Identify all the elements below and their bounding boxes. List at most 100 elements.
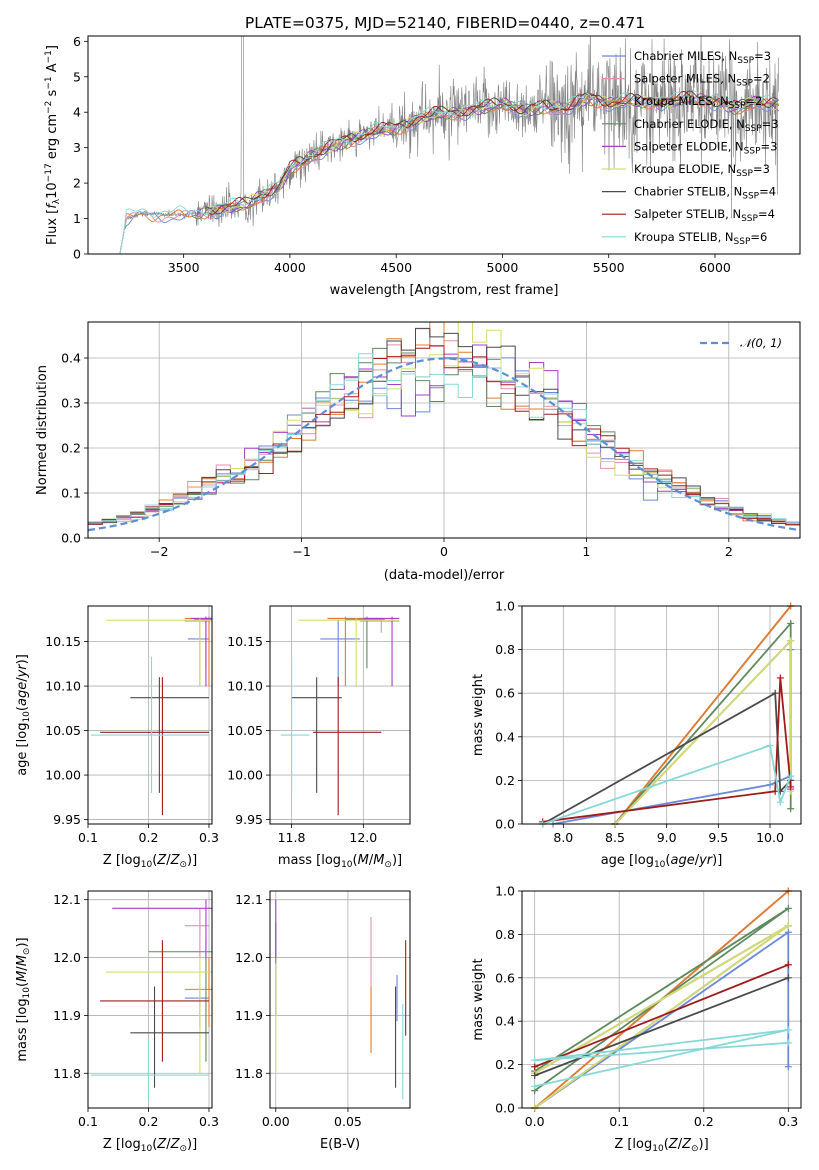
y-tick-label: 6 bbox=[73, 34, 81, 49]
x-tick-label: −2 bbox=[150, 544, 168, 559]
panel-mass_vs_EBV: 0.00 0.05 11.8 11.9 12.0 12.1 E(B-V) bbox=[235, 890, 411, 1152]
x-tick-label: 12.0 bbox=[349, 830, 377, 845]
panel-weight_vs_age: 8.0 8.5 9.0 9.5 10.0 0.0 0.2 0.4 0.6 0.8 1.0 age [l… bbox=[471, 599, 802, 870]
x-tick-label: 0 bbox=[440, 544, 448, 559]
legend-label: Chabrier ELODIE, NSSP=3 bbox=[634, 117, 779, 134]
y-tick-label: 10.10 bbox=[227, 679, 263, 694]
weight-marker bbox=[776, 798, 784, 806]
weight-marker bbox=[531, 1071, 539, 1079]
weight-line bbox=[534, 924, 789, 1108]
legend-label: 𝒩(0, 1) bbox=[740, 336, 782, 350]
spectrum-model-line bbox=[196, 93, 780, 216]
y-tick-label: 11.8 bbox=[235, 1066, 263, 1081]
weight-marker bbox=[766, 781, 774, 789]
x-tick-label: 0.2 bbox=[139, 830, 159, 845]
y-tick-label: 0 bbox=[73, 247, 81, 262]
histogram-line bbox=[88, 345, 800, 538]
axes-frame bbox=[87, 35, 801, 255]
weight-marker bbox=[784, 974, 792, 982]
weight-marker bbox=[787, 805, 795, 813]
y-tick-label: 0.4 bbox=[495, 1014, 515, 1029]
x-tick-label: 0.05 bbox=[334, 1114, 362, 1129]
x-tick-label: 0.3 bbox=[199, 1114, 219, 1129]
y-tick-label: 1.0 bbox=[495, 599, 515, 614]
weight-marker bbox=[784, 1026, 792, 1034]
x-tick-label: 0.0 bbox=[525, 1114, 545, 1129]
y-tick-label: 12.0 bbox=[235, 950, 263, 965]
y-tick-label: 10.15 bbox=[227, 634, 263, 649]
x-axis-label: Z [log10(Z/Z⊙)] bbox=[614, 1137, 708, 1154]
y-tick-label: 0.2 bbox=[61, 441, 81, 456]
weight-marker bbox=[784, 922, 792, 930]
y-tick-label: 10.00 bbox=[45, 768, 81, 783]
axes-frame bbox=[87, 321, 801, 539]
y-tick-label: 0.1 bbox=[61, 486, 81, 501]
y-tick-label: 0.0 bbox=[495, 817, 515, 832]
y-tick-label: 1.0 bbox=[495, 884, 515, 899]
y-axis-label: mass weight bbox=[471, 958, 486, 1040]
weight-marker bbox=[531, 1082, 539, 1090]
y-tick-label: 0.8 bbox=[495, 642, 515, 657]
x-axis-label: E(B-V) bbox=[320, 1137, 360, 1152]
y-axis-label: mass [log10(M/M⊙)] bbox=[15, 937, 32, 1061]
x-tick-label: 0.1 bbox=[78, 1114, 98, 1129]
panels: 3500 4000 4500 5000 5500 6000 0 1 2 3 4 5 6 Chabrier … bbox=[15, 34, 802, 1154]
weight-marker bbox=[531, 1063, 539, 1071]
y-tick-label: 12.0 bbox=[53, 950, 81, 965]
y-tick-label: 0.8 bbox=[495, 927, 515, 942]
x-tick-label: 9.0 bbox=[657, 830, 677, 845]
normal-curve-line bbox=[87, 357, 801, 532]
axes-frame bbox=[521, 605, 802, 825]
spectrum-model-line bbox=[208, 90, 779, 215]
spectrum-model-line bbox=[191, 95, 779, 220]
y-tick-label: 0.4 bbox=[495, 729, 515, 744]
y-tick-label: 0.2 bbox=[495, 1057, 515, 1072]
x-tick-label: 2 bbox=[725, 544, 733, 559]
weight-marker bbox=[787, 783, 795, 791]
legend-label: Chabrier STELIB, NSSP=4 bbox=[634, 185, 776, 202]
weight-line bbox=[542, 744, 792, 824]
weight-line bbox=[534, 976, 789, 1077]
y-tick-label: 0.6 bbox=[495, 686, 515, 701]
y-tick-label: 12.1 bbox=[53, 892, 81, 907]
x-axis-label: wavelength [Angstrom, rest frame] bbox=[330, 283, 559, 298]
spectrum-model-line bbox=[200, 91, 779, 214]
panel-residuals: −2 −1 0 1 2 0.0 0.1 0.2 0.3 0.4 𝒩(0, 1) (data-model… bbox=[35, 321, 801, 583]
axes-frame bbox=[521, 890, 802, 1109]
x-tick-label: 0.3 bbox=[199, 830, 219, 845]
weight-marker bbox=[787, 619, 795, 627]
y-tick-label: 11.9 bbox=[235, 1008, 263, 1023]
y-tick-label: 11.9 bbox=[53, 1008, 81, 1023]
y-tick-label: 9.95 bbox=[235, 812, 263, 827]
y-tick-label: 4 bbox=[73, 105, 81, 120]
weight-marker bbox=[784, 1063, 792, 1071]
y-tick-label: 10.10 bbox=[45, 679, 81, 694]
y-tick-label: 3 bbox=[73, 140, 81, 155]
weight-marker bbox=[766, 742, 774, 750]
weight-marker bbox=[787, 772, 795, 780]
x-tick-label: 0.3 bbox=[778, 1114, 798, 1129]
spectrum-data-line bbox=[119, 36, 779, 254]
legend-label: Salpeter ELODIE, NSSP=3 bbox=[634, 139, 777, 156]
x-axis-label: age [log10(age/yr)] bbox=[601, 853, 723, 870]
y-tick-label: 0.0 bbox=[495, 1101, 515, 1116]
y-axis-label: Flux [fλ10−17 erg cm−2 s−1 A−1] bbox=[44, 45, 62, 245]
y-tick-label: 10.05 bbox=[227, 723, 263, 738]
x-tick-label: 8.5 bbox=[605, 830, 625, 845]
weight-marker bbox=[784, 928, 792, 936]
x-tick-label: 5500 bbox=[593, 260, 625, 275]
x-tick-label: −1 bbox=[292, 544, 310, 559]
x-tick-label: 4000 bbox=[274, 260, 306, 275]
weight-marker bbox=[787, 637, 795, 645]
weight-line bbox=[534, 1029, 789, 1088]
legend-label: Chabrier MILES, NSSP=3 bbox=[634, 49, 771, 66]
x-axis-label: Z [log10(Z/Z⊙)] bbox=[103, 1137, 197, 1154]
x-tick-label: 4500 bbox=[380, 260, 412, 275]
legend-label: Kroupa MILES, NSSP=2 bbox=[634, 94, 762, 111]
y-tick-label: 5 bbox=[73, 69, 81, 84]
y-tick-label: 1 bbox=[73, 211, 81, 226]
y-tick-label: 0.6 bbox=[495, 970, 515, 985]
axes-frame bbox=[87, 605, 213, 825]
weight-line bbox=[614, 606, 792, 824]
